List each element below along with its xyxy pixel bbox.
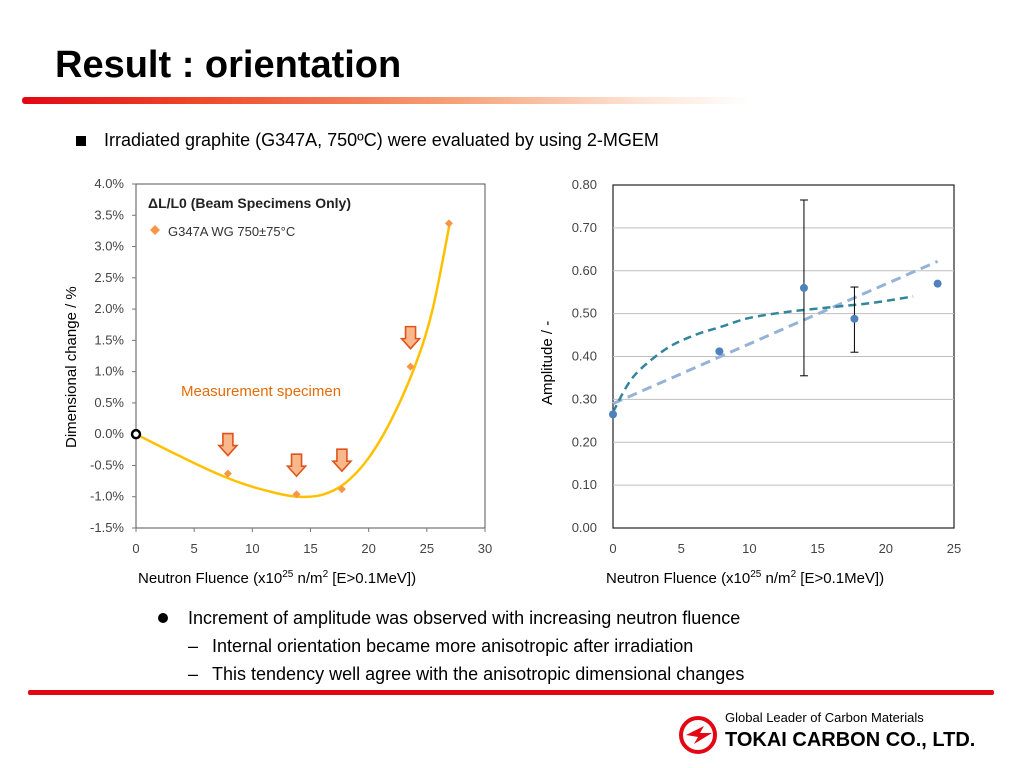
square-bullet-icon: [76, 135, 86, 146]
chart1-ytick-label: 2.0%: [94, 301, 124, 316]
chart2-ylabel: Amplitude / -: [539, 321, 556, 405]
chart1-point: [406, 362, 415, 371]
chart2-linear-trend: [612, 259, 939, 406]
chart2-ytick-label: 0.40: [572, 349, 597, 364]
list-item-text: This tendency well agree with the anisot…: [212, 664, 745, 684]
chart2-point: [850, 314, 859, 323]
list-item: – Internal orientation became more aniso…: [188, 632, 744, 660]
footer-company-name: TOKAI CARBON CO., LTD.: [725, 729, 976, 751]
chart2-ytick-label: 0.10: [572, 477, 597, 492]
chart1-xtick-label: 30: [478, 541, 492, 556]
title-underline: [22, 97, 752, 104]
chart1-point: [444, 219, 453, 228]
list-item-text: Increment of amplitude was observed with…: [188, 608, 741, 628]
list-item-text: Internal orientation became more anisotr…: [212, 636, 694, 656]
chart1-xtick-label: 20: [361, 541, 375, 556]
chart2-ytick-label: 0.50: [572, 306, 597, 321]
down-arrow-icon: [285, 453, 308, 478]
chart1-ytick-label: -1.5%: [90, 520, 124, 535]
down-arrow-icon: [399, 325, 422, 350]
chart2-ytick-label: 0.20: [572, 434, 597, 449]
chart1-point: [292, 490, 301, 499]
chart1-ytick-label: 3.5%: [94, 207, 124, 222]
chart2-point: [715, 347, 724, 356]
slide-title: Result : orientation: [55, 44, 402, 86]
chart2-ytick-label: 0.80: [572, 177, 597, 192]
chart2-point: [933, 279, 942, 288]
down-arrow-icon: [217, 432, 239, 457]
footer-tagline: Global Leader of Carbon Materials: [725, 710, 924, 725]
chart1-title: ΔL/L0 (Beam Specimens Only): [148, 195, 351, 211]
chart1-trend-line: [135, 221, 452, 499]
chart1-ytick-label: 1.0%: [94, 364, 124, 379]
chart1-xlabel: Neutron Fluence (x1025 n/m2 [E>0.1MeV]): [138, 569, 417, 587]
chart2-ytick-label: 0.60: [572, 263, 597, 278]
chart2-log-trend: [611, 295, 914, 413]
chart1-annotation: Measurement specimen: [181, 383, 341, 400]
chart1-ytick-label: 0.5%: [94, 395, 124, 410]
round-bullet-icon: [158, 613, 168, 623]
chart1-point: [130, 428, 142, 440]
chart2-xtick-label: 20: [879, 541, 893, 556]
chart2-point: [609, 410, 617, 419]
chart2-ytick-label: 0.70: [572, 220, 597, 235]
chart2-xtick-label: 5: [678, 541, 685, 556]
chart2-ytick-label: 0.00: [572, 520, 597, 535]
chart1-ylabel: Dimensional change / %: [63, 286, 80, 448]
footer-divider: [28, 690, 994, 695]
chart1-xtick-label: 5: [191, 541, 198, 556]
top-bullet-text: Irradiated graphite (G347A, 750ºC) were …: [104, 130, 659, 150]
list-item: Increment of amplitude was observed with…: [158, 604, 744, 632]
chart2-xtick-label: 25: [947, 541, 961, 556]
chart1-legend-box: [140, 187, 374, 251]
chart1-point: [337, 485, 346, 494]
down-arrow-icon: [331, 448, 353, 473]
dash-bullet-icon: –: [188, 636, 199, 656]
chart2-xtick-label: 0: [609, 541, 616, 556]
chart2-point: [799, 283, 808, 292]
chart1-xtick-label: 15: [303, 541, 317, 556]
chart2-xlabel: Neutron Fluence (x1025 n/m2 [E>0.1MeV]): [606, 569, 885, 587]
chart1-ytick-label: -1.0%: [90, 489, 124, 504]
chart1-ytick-label: 1.5%: [94, 332, 124, 347]
chart1-xtick-label: 10: [245, 541, 259, 556]
chart1-ytick-label: 2.5%: [94, 270, 124, 285]
chart1-xtick-label: 0: [132, 541, 139, 556]
top-bullet: Irradiated graphite (G347A, 750ºC) were …: [76, 130, 659, 151]
chart2-xtick-label: 10: [742, 541, 756, 556]
conclusion-list: Increment of amplitude was observed with…: [158, 604, 744, 688]
list-item: – This tendency well agree with the anis…: [188, 660, 744, 688]
chart1-legend-marker: [150, 225, 160, 235]
chart1-point: [223, 469, 232, 478]
chart2-xtick-label: 15: [810, 541, 824, 556]
chart1-xtick-label: 25: [420, 541, 434, 556]
dash-bullet-icon: –: [188, 664, 199, 684]
chart1-ytick-label: 0.0%: [94, 426, 124, 441]
chart1-ytick-label: 3.0%: [94, 239, 124, 254]
chart1-ytick-label: -0.5%: [90, 457, 124, 472]
chart1-ytick-label: 4.0%: [94, 176, 124, 191]
chart2-ytick-label: 0.30: [572, 391, 597, 406]
chart1-legend-label: G347A WG 750±75°C: [168, 224, 295, 239]
